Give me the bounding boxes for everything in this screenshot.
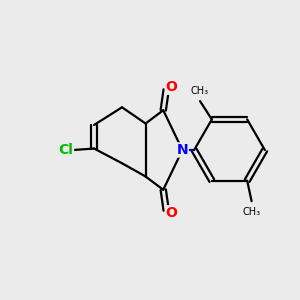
Text: N: N xyxy=(177,143,188,157)
Text: O: O xyxy=(166,206,177,220)
Text: O: O xyxy=(166,80,177,94)
Text: CH₃: CH₃ xyxy=(242,206,261,217)
Text: CH₃: CH₃ xyxy=(191,86,209,96)
Text: Cl: Cl xyxy=(58,143,74,157)
